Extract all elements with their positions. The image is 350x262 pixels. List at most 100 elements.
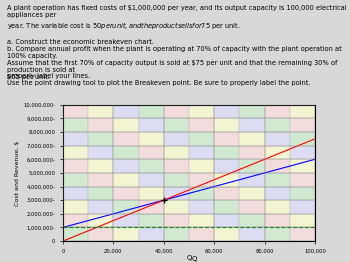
- Bar: [63, 187, 88, 200]
- Revenue: [62, 239, 66, 242]
- Bar: [88, 173, 113, 187]
- Bar: [265, 187, 290, 200]
- Fixed Cost: [273, 226, 278, 229]
- Line: Revenue: Revenue: [63, 139, 315, 241]
- Bar: [113, 159, 139, 173]
- Bar: [113, 187, 139, 200]
- Bar: [139, 105, 164, 118]
- Bar: [113, 105, 139, 118]
- Bar: [113, 214, 139, 227]
- Bar: [63, 159, 88, 173]
- Bar: [290, 187, 315, 200]
- Bar: [63, 200, 88, 214]
- Fixed Cost: [61, 226, 65, 229]
- Bar: [189, 187, 214, 200]
- Bar: [189, 118, 214, 132]
- Fixed Cost: [313, 226, 317, 229]
- Bar: [63, 132, 88, 146]
- Bar: [88, 187, 113, 200]
- Text: properly label your lines.
Use the point drawing tool to plot the Breakeven poin: properly label your lines. Use the point…: [7, 73, 311, 86]
- Bar: [88, 118, 113, 132]
- Bar: [214, 173, 239, 187]
- Total Cost: [61, 226, 65, 229]
- Total Cost: [62, 226, 66, 229]
- Bar: [290, 173, 315, 187]
- Fixed Cost: [62, 226, 66, 229]
- Bar: [164, 227, 189, 241]
- Bar: [189, 159, 214, 173]
- Bar: [113, 227, 139, 241]
- Bar: [139, 118, 164, 132]
- Line: Total Cost: Total Cost: [63, 159, 315, 227]
- Bar: [239, 146, 265, 159]
- Bar: [139, 200, 164, 214]
- Bar: [164, 132, 189, 146]
- Bar: [265, 146, 290, 159]
- Bar: [265, 214, 290, 227]
- Bar: [189, 132, 214, 146]
- Bar: [63, 105, 88, 118]
- Bar: [290, 159, 315, 173]
- Fixed Cost: [289, 226, 294, 229]
- Bar: [63, 118, 88, 132]
- Bar: [164, 187, 189, 200]
- Total Cost: [210, 185, 214, 189]
- Bar: [113, 132, 139, 146]
- Bar: [239, 132, 265, 146]
- Bar: [214, 214, 239, 227]
- Bar: [113, 118, 139, 132]
- Bar: [189, 173, 214, 187]
- Revenue: [215, 177, 219, 180]
- Bar: [63, 214, 88, 227]
- Bar: [63, 173, 88, 187]
- Bar: [290, 227, 315, 241]
- Revenue: [61, 239, 65, 243]
- Revenue: [313, 137, 317, 140]
- Bar: [214, 105, 239, 118]
- Bar: [88, 146, 113, 159]
- Bar: [290, 118, 315, 132]
- Bar: [164, 146, 189, 159]
- Bar: [265, 173, 290, 187]
- Revenue: [289, 147, 294, 150]
- Bar: [139, 146, 164, 159]
- Bar: [214, 132, 239, 146]
- Bar: [239, 214, 265, 227]
- Bar: [214, 146, 239, 159]
- Fixed Cost: [211, 226, 215, 229]
- Bar: [214, 227, 239, 241]
- Bar: [88, 227, 113, 241]
- Fixed Cost: [215, 226, 219, 229]
- Bar: [214, 118, 239, 132]
- Bar: [290, 214, 315, 227]
- Bar: [139, 214, 164, 227]
- Bar: [239, 105, 265, 118]
- Bar: [265, 227, 290, 241]
- Bar: [139, 173, 164, 187]
- Revenue: [211, 179, 215, 182]
- Total Cost: [289, 164, 294, 167]
- Bar: [214, 187, 239, 200]
- Revenue: [273, 153, 278, 156]
- Bar: [239, 118, 265, 132]
- Bar: [214, 159, 239, 173]
- Bar: [164, 118, 189, 132]
- Bar: [88, 214, 113, 227]
- Bar: [164, 200, 189, 214]
- Bar: [164, 173, 189, 187]
- Bar: [239, 227, 265, 241]
- Bar: [164, 159, 189, 173]
- Bar: [63, 146, 88, 159]
- Bar: [239, 200, 265, 214]
- Bar: [265, 105, 290, 118]
- Bar: [290, 105, 315, 118]
- Bar: [88, 159, 113, 173]
- Bar: [164, 105, 189, 118]
- Fixed Cost: [210, 226, 214, 229]
- Total Cost: [313, 158, 317, 161]
- Bar: [290, 146, 315, 159]
- Text: A plant operation has fixed costs of $1,000,000 per year, and its output capacit: A plant operation has fixed costs of $1,…: [7, 5, 346, 80]
- Bar: [113, 200, 139, 214]
- Bar: [113, 146, 139, 159]
- Bar: [290, 200, 315, 214]
